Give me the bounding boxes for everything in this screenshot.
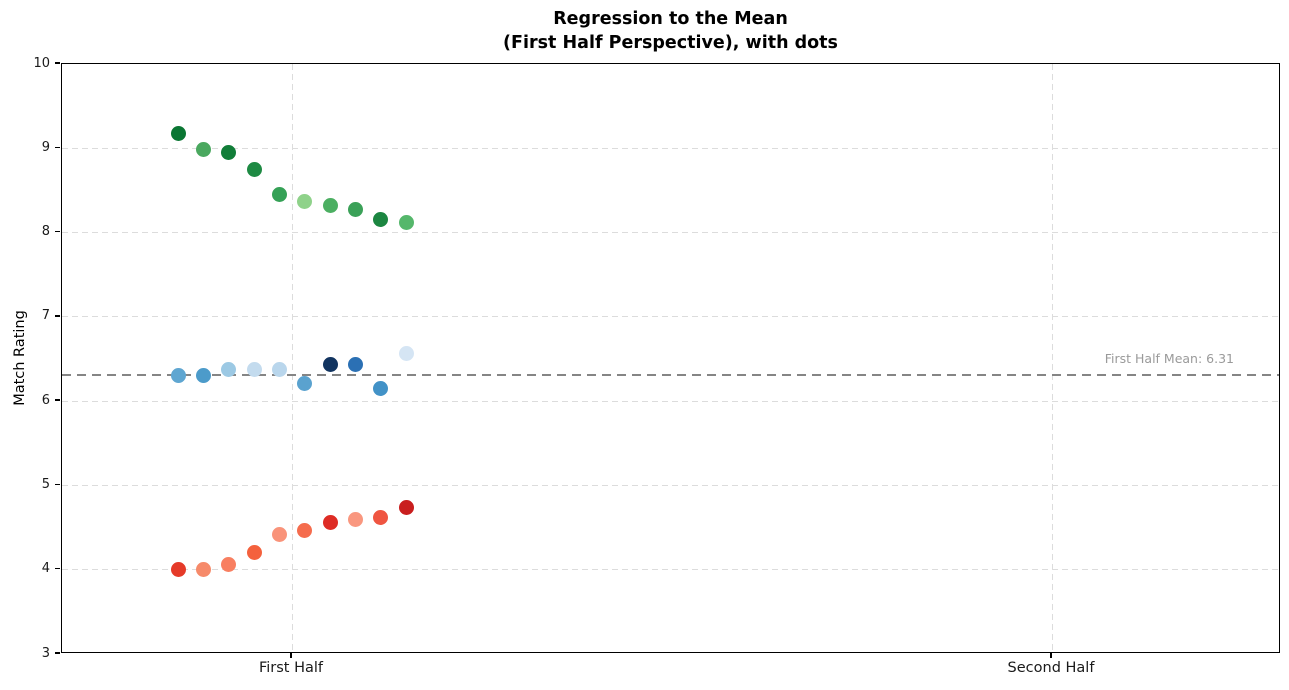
y-tick-mark bbox=[55, 568, 60, 570]
data-point bbox=[271, 187, 287, 203]
data-point bbox=[347, 511, 363, 527]
first-half-mean-line bbox=[62, 374, 1279, 376]
data-point bbox=[246, 161, 262, 177]
chart-title-line2: (First Half Perspective), with dots bbox=[503, 33, 838, 53]
data-point bbox=[373, 381, 389, 396]
data-point bbox=[170, 367, 186, 383]
data-point bbox=[195, 367, 211, 383]
y-gridline bbox=[62, 484, 1279, 486]
data-point bbox=[195, 562, 211, 578]
y-tick-label: 5 bbox=[41, 476, 50, 492]
x-gridline bbox=[291, 64, 293, 652]
first-half-mean-label: First Half Mean: 6.31 bbox=[1104, 351, 1234, 366]
data-point bbox=[347, 356, 363, 372]
y-axis-label: Match Rating bbox=[12, 310, 28, 406]
y-gridline bbox=[62, 232, 1279, 234]
data-point bbox=[297, 523, 313, 539]
y-tick-mark bbox=[55, 399, 60, 401]
y-gridline bbox=[62, 569, 1279, 571]
data-point bbox=[170, 125, 186, 141]
data-point bbox=[373, 509, 389, 525]
chart-title: Regression to the Mean (First Half Persp… bbox=[61, 7, 1280, 55]
data-point bbox=[221, 557, 237, 573]
y-gridline bbox=[62, 316, 1279, 318]
x-tick-label-first-half: First Half bbox=[258, 660, 324, 676]
y-gridline bbox=[62, 400, 1279, 402]
y-tick-mark bbox=[55, 483, 60, 486]
data-point bbox=[221, 361, 237, 377]
data-point bbox=[271, 361, 287, 377]
data-point bbox=[398, 499, 414, 515]
data-point bbox=[398, 214, 414, 230]
y-tick-mark bbox=[55, 315, 60, 317]
x-gridline bbox=[1051, 64, 1053, 652]
y-tick-mark bbox=[55, 146, 60, 148]
data-point bbox=[246, 544, 262, 560]
data-point bbox=[271, 526, 287, 542]
data-point bbox=[322, 357, 338, 373]
plot-area: First Half Mean: 6.31 bbox=[61, 63, 1280, 653]
chart-title-line1: Regression to the Mean bbox=[553, 9, 788, 29]
x-tick-label-second-half: Second Half bbox=[1007, 660, 1095, 676]
y-tick-label: 9 bbox=[41, 139, 50, 155]
data-point bbox=[297, 193, 313, 209]
data-point bbox=[297, 375, 313, 391]
y-tick-label: 7 bbox=[41, 308, 50, 324]
data-point bbox=[322, 198, 338, 214]
data-point bbox=[246, 361, 262, 377]
x-tick-mark bbox=[290, 653, 292, 658]
y-tick-label: 4 bbox=[41, 561, 50, 577]
data-point bbox=[398, 346, 414, 362]
data-point bbox=[347, 202, 363, 218]
data-point bbox=[373, 211, 389, 227]
y-tick-mark bbox=[55, 62, 60, 64]
x-tick-mark bbox=[1050, 653, 1052, 658]
y-tick-mark bbox=[55, 652, 60, 654]
data-point bbox=[322, 515, 338, 530]
data-point bbox=[170, 562, 186, 578]
y-tick-label: 3 bbox=[41, 645, 50, 661]
data-point bbox=[221, 145, 237, 160]
y-gridline bbox=[62, 147, 1279, 149]
data-point bbox=[195, 142, 211, 158]
y-tick-label: 8 bbox=[41, 224, 50, 240]
y-tick-label: 10 bbox=[33, 55, 50, 71]
y-tick-label: 6 bbox=[41, 392, 50, 408]
y-tick-mark bbox=[55, 230, 60, 233]
